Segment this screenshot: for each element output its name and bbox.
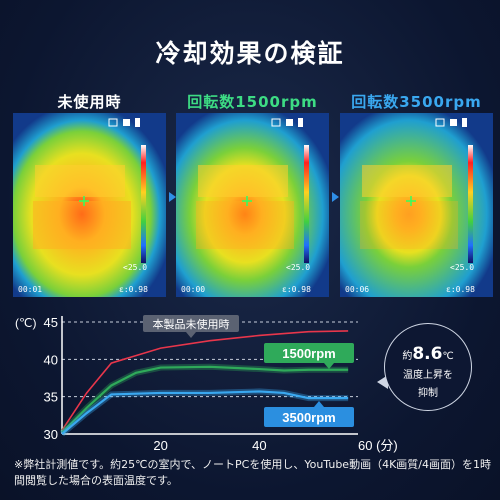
callout-tail [377, 375, 388, 389]
temperature-callout: 約8.6℃ 温度上昇を 抑制 [384, 323, 472, 411]
series-label-pointer-3 [314, 401, 324, 407]
y-axis-label: (℃) [15, 316, 36, 330]
series-label-bg-3 [264, 407, 354, 427]
callout-line3: 抑制 [418, 388, 438, 399]
panel-emissivity: ε:0.98 [446, 285, 475, 294]
panel-scale-min: <25.0 [450, 263, 475, 272]
x-tick-label: 40 [252, 438, 266, 453]
panel-scale-min: <25.0 [286, 263, 311, 272]
panel-time: 00:01 [18, 285, 43, 294]
footnote: ※弊社計測値です。約25℃の室内で、ノートPCを使用し、YouTube動画（4K… [14, 458, 491, 487]
panel-time: 00:06 [345, 285, 370, 294]
series-label-1: 本製品未使用時 [153, 317, 230, 331]
panel-label-2: 回転数1500rpm [187, 93, 318, 111]
panel-scale-min: <25.0 [123, 263, 148, 272]
callout-unit: ℃ [442, 351, 454, 362]
series-label-pointer-2 [324, 363, 334, 369]
callout-line2: 温度上昇を [403, 370, 453, 381]
series-line-3 [61, 390, 349, 435]
thermal-image-1: 00:01 ε:0.98 <25.0 [13, 113, 166, 297]
step-arrow-icon [332, 192, 339, 202]
panel-emissivity: ε:0.98 [282, 285, 311, 294]
x-axis-label: 60 (分) [358, 438, 398, 453]
panel-label-1: 未使用時 [57, 93, 122, 111]
y-tick-label: 30 [44, 427, 58, 442]
series-label-pointer-1 [186, 332, 196, 338]
panel-emissivity: ε:0.98 [119, 285, 148, 294]
x-tick-label: 20 [153, 438, 167, 453]
series-line-2 [61, 365, 349, 434]
page-title: 冷却効果の検証 [155, 39, 345, 68]
y-tick-label: 40 [44, 352, 58, 367]
panel-label-3: 回転数3500rpm [351, 93, 482, 111]
series-label-2: 1500rpm [282, 346, 335, 361]
series-label-bg-1 [143, 315, 239, 332]
y-tick-label: 35 [44, 390, 58, 405]
callout-prefix: 約 [402, 351, 413, 362]
thermal-image-2: 00:00 ε:0.98 <25.0 [176, 113, 329, 297]
series-label-3: 3500rpm [282, 410, 335, 425]
series-label-bg-2 [264, 343, 354, 363]
panel-time: 00:00 [181, 285, 206, 294]
series-line-1 [61, 330, 349, 431]
thermal-image-3: 00:06 ε:0.98 <25.0 [340, 113, 493, 297]
step-arrow-icon [169, 192, 176, 202]
y-tick-label: 45 [44, 315, 58, 330]
temperature-chart: 30 35 40 45 (℃) 20 40 60 (分) 本製品未使用時 1500rpm 3500r… [15, 315, 398, 453]
callout-value: 8.6 [412, 344, 443, 364]
